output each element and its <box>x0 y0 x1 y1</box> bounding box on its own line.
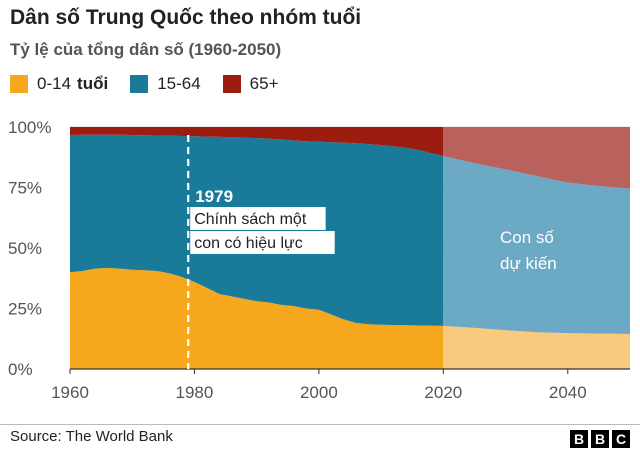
policy-label-bg-1 <box>190 207 326 230</box>
legend-swatch-15-64 <box>130 75 149 93</box>
y-tick-label-0: 0% <box>8 360 33 379</box>
area-0-14-projected <box>443 325 630 369</box>
source-note: Source: The World Bank <box>10 428 173 445</box>
area-15-64-projected <box>443 156 630 334</box>
y-tick-label-75: 75% <box>8 179 42 198</box>
projection-label-line-2: dự kiến <box>500 254 557 273</box>
chart-subtitle: Tỷ lệ của tổng dân số (1960-2050) <box>10 40 282 59</box>
area-65-plus-historical <box>70 127 444 157</box>
logo-letter-b2: B <box>591 430 609 448</box>
chart-title: Dân số Trung Quốc theo nhóm tuổi <box>10 6 362 29</box>
legend-item-15-64: 15-64 <box>130 74 201 94</box>
x-tick-label-2020: 2020 <box>424 383 462 402</box>
x-tick-label-1960: 1960 <box>51 383 89 402</box>
y-tick-label-25: 25% <box>8 300 42 319</box>
legend-suffix-0-14: tuổi <box>77 74 109 93</box>
area-15-64-historical <box>70 134 444 326</box>
policy-year-label: 1979 <box>195 187 233 206</box>
projection-label-line-1: Con số <box>500 228 554 247</box>
legend: 0-14 tuổi 15-64 65+ <box>10 74 301 94</box>
logo-letter-b1: B <box>570 430 588 448</box>
bbc-logo: B B C <box>570 430 630 448</box>
y-tick-label-100: 100% <box>8 118 51 137</box>
y-tick-label-50: 50% <box>8 239 42 258</box>
legend-item-0-14: 0-14 tuổi <box>10 74 108 94</box>
legend-label-65-plus: 65+ <box>249 74 279 93</box>
legend-swatch-65-plus <box>222 75 241 93</box>
legend-label-0-14: 0-14 <box>37 74 72 93</box>
x-tick-label-1980: 1980 <box>176 383 214 402</box>
stacked-area-chart: 0% 25% 50% 75% 100% 1960 1980 2000 2020 2040 1979 C… <box>8 118 630 402</box>
logo-letter-c: C <box>612 430 630 448</box>
policy-label-line-2: con có hiệu lực <box>194 235 303 252</box>
policy-label-line-1: Chính sách một <box>194 211 307 228</box>
x-tick-label-2040: 2040 <box>549 383 587 402</box>
x-tick-label-2000: 2000 <box>300 383 338 402</box>
area-65-plus-projected <box>443 127 630 189</box>
area-0-14-historical <box>70 267 444 369</box>
legend-swatch-0-14 <box>10 75 28 93</box>
legend-item-65-plus: 65+ <box>222 74 279 94</box>
legend-label-15-64: 15-64 <box>157 74 201 93</box>
footer-divider <box>0 424 640 425</box>
policy-label-bg-2 <box>190 231 335 254</box>
